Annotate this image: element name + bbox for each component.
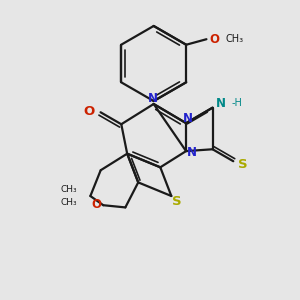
Text: N: N [187, 146, 197, 159]
Text: CH₃: CH₃ [61, 185, 77, 194]
Text: N: N [148, 92, 158, 105]
Text: CH₃: CH₃ [226, 34, 244, 44]
Text: O: O [91, 198, 101, 211]
Text: O: O [209, 33, 219, 46]
Text: -H: -H [232, 98, 243, 108]
Text: N: N [183, 112, 193, 125]
Text: N: N [216, 97, 226, 110]
Text: S: S [172, 195, 182, 208]
Text: S: S [238, 158, 247, 171]
Text: O: O [84, 105, 95, 118]
Text: CH₃: CH₃ [61, 198, 77, 207]
